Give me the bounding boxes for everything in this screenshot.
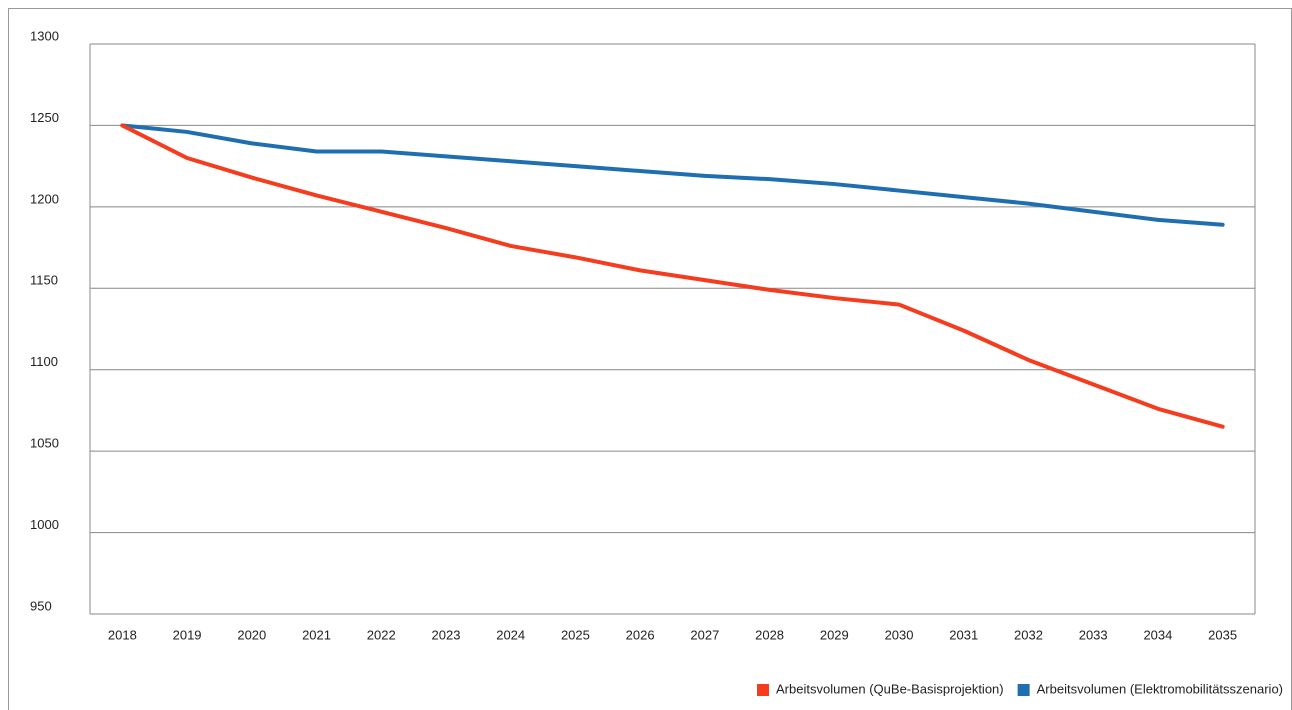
x-tick-label: 2032 [1014,627,1043,642]
x-tick-label: 2031 [949,627,978,642]
x-tick-label: 2029 [820,627,849,642]
legend-label: Arbeitsvolumen (Elektromobilitätsszenari… [1037,681,1283,696]
x-tick-label: 2021 [302,627,331,642]
y-tick-label: 950 [30,598,52,613]
legend-label: Arbeitsvolumen (QuBe-Basisprojektion) [776,681,1004,696]
x-tick-label: 2027 [690,627,719,642]
y-tick-label: 1200 [30,191,59,206]
legend-swatch [757,684,770,696]
x-tick-label: 2034 [1143,627,1172,642]
x-tick-label: 2033 [1079,627,1108,642]
x-tick-label: 2028 [755,627,784,642]
x-tick-label: 2030 [885,627,914,642]
legend-swatch [1017,684,1030,696]
y-tick-label: 1000 [30,517,59,532]
y-tick-label: 1250 [30,110,59,125]
series-line [120,123,1225,429]
y-tick-label: 1300 [30,28,59,43]
x-tick-label: 2019 [173,627,202,642]
x-tick-label: 2035 [1208,627,1237,642]
x-tick-label: 2026 [626,627,655,642]
frame [8,8,1292,710]
y-tick-label: 1150 [30,273,58,288]
series-line [120,123,1225,227]
x-tick-label: 2022 [367,627,396,642]
y-tick-label: 1100 [30,354,58,369]
x-tick-label: 2023 [432,627,461,642]
legend: Arbeitsvolumen (Elektromobilitätsszenari… [757,681,1283,696]
x-tick-label: 2020 [237,627,266,642]
x-tick-label: 2025 [561,627,590,642]
x-tick-label: 2024 [496,627,525,642]
x-tick-label: 2018 [108,627,137,642]
y-tick-label: 1050 [30,436,59,451]
